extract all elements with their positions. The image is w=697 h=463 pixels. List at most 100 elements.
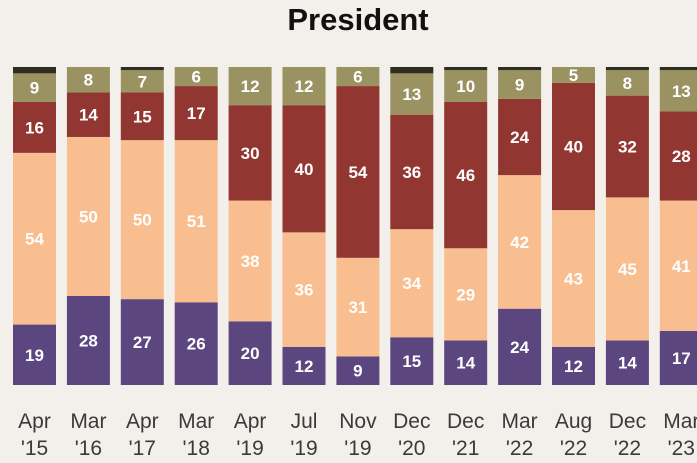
data-label: 15 — [402, 352, 421, 371]
data-label: 36 — [402, 163, 421, 182]
bar-segment — [659, 67, 697, 71]
x-tick-label: '22 — [506, 437, 533, 460]
bar-segment — [228, 321, 272, 385]
data-label: 14 — [618, 354, 637, 373]
data-label: 43 — [564, 269, 583, 288]
bar-segment — [605, 340, 649, 385]
data-label: 9 — [353, 362, 362, 381]
data-label: 40 — [564, 138, 583, 157]
bar-segment — [390, 73, 434, 115]
data-label: 50 — [79, 207, 98, 226]
data-label: 10 — [456, 77, 475, 96]
bar-segment — [498, 70, 542, 99]
x-tick-label: Nov — [339, 410, 377, 433]
x-tick-label: Mar — [178, 410, 214, 433]
x-tick-label: '22 — [560, 437, 587, 460]
bar-segment — [282, 232, 326, 347]
bar-segment — [498, 67, 542, 71]
bar-segment — [605, 67, 649, 71]
data-label: 45 — [618, 260, 637, 279]
data-label: 13 — [672, 82, 691, 101]
bar-segment — [336, 257, 380, 357]
x-tick-label: Mar — [70, 410, 106, 433]
x-tick-label: Apr — [234, 410, 267, 433]
bar-segment — [13, 101, 56, 153]
data-label: 27 — [133, 333, 152, 352]
bar-segment — [444, 248, 488, 341]
data-label: 14 — [456, 354, 475, 373]
bar-segment — [659, 70, 697, 112]
bar-segment — [552, 346, 595, 385]
data-label: 36 — [295, 281, 314, 300]
data-label: 24 — [510, 338, 529, 357]
x-tick-label: '18 — [183, 437, 210, 460]
bar-segment — [13, 324, 56, 385]
bar-segment — [13, 73, 56, 102]
data-label: 12 — [295, 77, 314, 96]
bar-segment — [659, 330, 697, 385]
bar-segment — [174, 86, 218, 141]
bar-segment — [390, 229, 434, 338]
bar-segment — [228, 105, 272, 201]
data-label: 12 — [241, 77, 260, 96]
data-label: 26 — [187, 335, 206, 354]
bar-segment — [282, 67, 326, 106]
x-tick-label: Mar — [663, 410, 697, 433]
chart-title: President — [287, 2, 429, 37]
bar-segment — [444, 70, 488, 102]
bar-segment — [390, 114, 434, 230]
data-label: 51 — [187, 212, 206, 231]
bar-segment — [605, 197, 649, 341]
bar-segment — [552, 82, 595, 211]
bar-segment — [390, 337, 434, 385]
bar-segment — [444, 101, 488, 249]
data-label: 15 — [133, 107, 152, 126]
data-label: 8 — [623, 74, 632, 93]
data-label: 24 — [510, 128, 529, 147]
data-label: 32 — [618, 138, 637, 157]
data-label: 9 — [515, 75, 524, 94]
bar-segment — [282, 105, 326, 233]
bar-segment — [605, 70, 649, 96]
x-tick-label: '22 — [614, 437, 641, 460]
bar-segment — [498, 308, 542, 385]
bar-segment — [174, 140, 218, 303]
bar-segment — [120, 92, 164, 141]
bar-segment — [444, 67, 488, 71]
bar-segment — [120, 299, 164, 385]
bar-segment — [174, 67, 218, 87]
x-tick-label: '20 — [398, 437, 425, 460]
bar-segment — [605, 95, 649, 198]
data-label: 7 — [138, 72, 147, 91]
data-label: 42 — [510, 233, 529, 252]
bar-segment — [66, 67, 110, 93]
bar-segment — [659, 111, 697, 201]
bar-segment — [336, 67, 380, 87]
bar-segment — [659, 200, 697, 331]
x-tick-label: '16 — [75, 437, 102, 460]
x-tick-label: '23 — [668, 437, 695, 460]
bar-segment — [336, 86, 380, 258]
bar-segment — [120, 140, 164, 300]
data-label: 38 — [241, 252, 260, 271]
data-label: 6 — [353, 68, 362, 87]
x-tick-label: '17 — [129, 437, 156, 460]
bar-segment — [498, 98, 542, 176]
data-label: 34 — [402, 274, 421, 293]
bar-segment — [13, 152, 56, 325]
x-tick-label: Dec — [447, 410, 484, 433]
data-label: 54 — [348, 163, 367, 182]
x-tick-label: Aug — [555, 410, 592, 433]
data-label: 13 — [402, 85, 421, 104]
bar-segment — [552, 210, 595, 347]
data-label: 31 — [348, 298, 367, 317]
data-label: 54 — [25, 230, 44, 249]
x-tick-label: Jul — [291, 410, 318, 433]
data-label: 50 — [133, 211, 152, 230]
data-label: 28 — [672, 147, 691, 166]
data-label: 17 — [187, 104, 206, 123]
bar-segment — [390, 67, 434, 74]
bar-segment — [66, 136, 110, 296]
bar-segment — [336, 356, 380, 385]
